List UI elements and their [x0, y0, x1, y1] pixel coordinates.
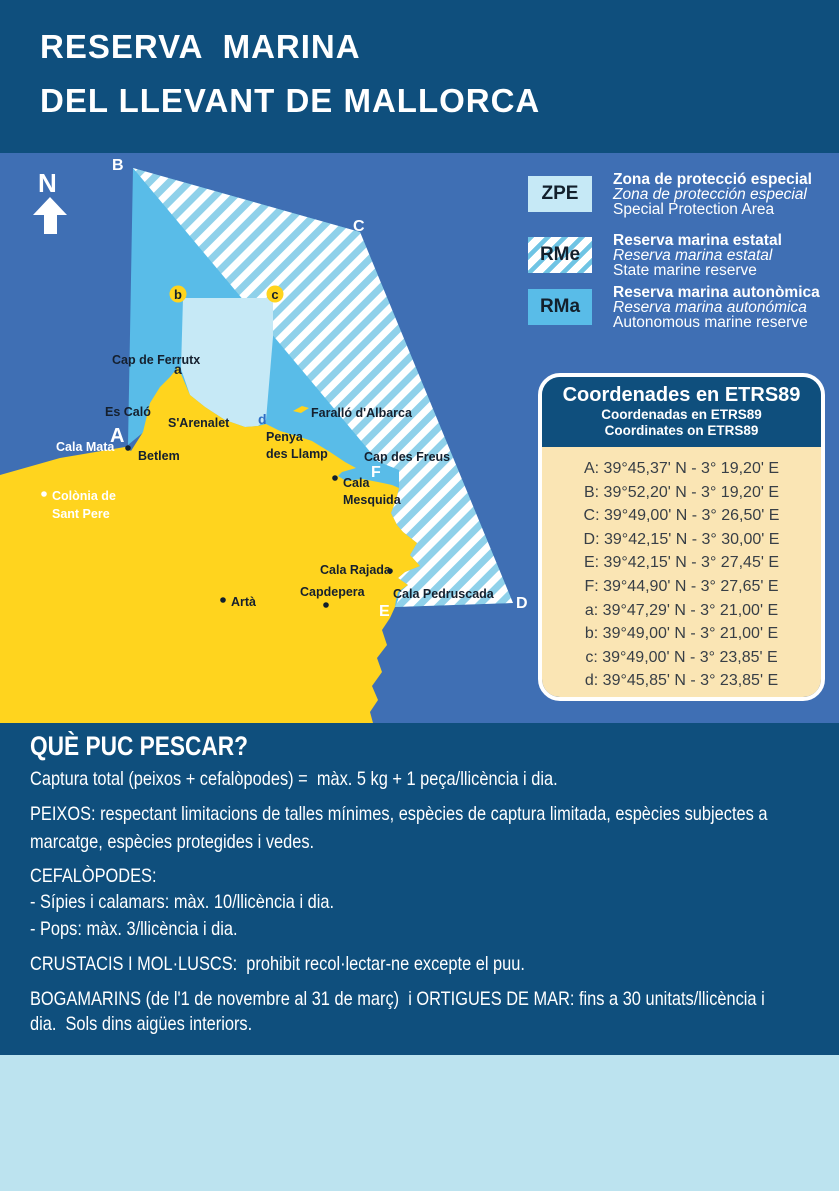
label-cala-rajada: Cala Rajada	[320, 563, 392, 577]
label-farallo: Faralló d'Albarca	[311, 406, 413, 420]
farallo-islet	[293, 406, 309, 413]
rme-code: RMe	[539, 244, 581, 265]
cefalopodes-item1: - Sípies i calamars: màx. 10/llicència i…	[30, 891, 335, 913]
coordinate-row: b: 39°49,00' N - 3° 21,00' E	[584, 625, 779, 643]
label-penya-line2: des Llamp	[266, 447, 328, 461]
zpe-name-en: Special Protection Area	[613, 201, 775, 218]
label-s-arenalet: S'Arenalet	[168, 416, 230, 430]
crustacis-line: CRUSTACIS I MOL·LUSCS: prohibit recol·le…	[30, 953, 525, 975]
rme-hatched-zone	[133, 168, 513, 607]
point-C-label: C	[353, 218, 365, 235]
north-arrow-icon: N	[33, 168, 67, 234]
label-cala-mesquida-line2: Mesquida	[343, 493, 402, 507]
coordinate-row: F: 39°44,90' N - 3° 27,65' E	[584, 577, 779, 595]
label-cala-mata: Cala Mata	[56, 440, 115, 454]
cefalopodes-item2: - Pops: màx. 3/llicència i dia.	[30, 918, 238, 940]
rma-swatch: RMa	[528, 289, 592, 325]
bogamarins-line1: BOGAMARINS (de l'1 de novembre al 31 de …	[30, 988, 765, 1010]
point-c-marker	[266, 285, 284, 303]
coordinate-row: B: 39°52,20' N - 3° 19,20' E	[583, 483, 780, 501]
map-legend: ZPE Zona de protecció especial Zona de p…	[528, 172, 833, 361]
coordinates-subtitle-en: Coordinates on ETRS89	[604, 423, 759, 438]
poster-title-line2: DEL LLEVANT DE MALLORCA	[40, 82, 541, 119]
peixos-line2: marcatge, espècies protegides i vedes.	[30, 831, 315, 853]
point-d-label: d	[258, 411, 267, 427]
coordinate-row: d: 39°45,85' N - 3° 23,85' E	[584, 672, 779, 690]
zpe-name-es: Zona de protección especial	[613, 186, 807, 203]
coordinates-panel: Coordenades en ETRS89 Coordenadas en ETR…	[538, 373, 825, 701]
cala-rajada-dot	[387, 568, 393, 574]
rma-name-es: Reserva marina autonómica	[613, 299, 807, 316]
label-betlem: Betlem	[138, 449, 180, 463]
point-E-label: E	[379, 603, 390, 620]
arta-dot	[220, 597, 226, 603]
coordinate-row: D: 39°42,15' N - 3° 30,00' E	[583, 530, 780, 548]
zpe-code: ZPE	[541, 183, 579, 204]
label-colonia-line1: Colònia de	[52, 489, 116, 503]
coordinates-title: Coordenades en ETRS89	[562, 384, 801, 406]
rma-code: RMa	[539, 296, 581, 317]
label-penya-line1: Penya	[266, 430, 304, 444]
fishing-intro: Captura total (peixos + cefalòpodes) = m…	[30, 768, 558, 790]
label-cala-pedruscada: Cala Pedruscada	[393, 587, 495, 601]
coordinates-list: A: 39°45,37' N - 3° 19,20' E B: 39°52,20…	[542, 447, 821, 697]
land-area	[0, 367, 420, 723]
legend-item-rme: RMe Reserva marina estatal Reserva marin…	[528, 233, 833, 287]
point-a-label: a	[174, 361, 182, 377]
point-D-label: D	[516, 595, 528, 612]
label-cala-mesquida-line1: Cala	[343, 476, 370, 490]
point-c-label: c	[271, 287, 278, 302]
poster-title-line1: RESERVA MARINA	[40, 28, 361, 65]
label-cap-de-ferrutx: Cap de Ferrutx	[112, 353, 200, 367]
rme-name-es: Reserva marina estatal	[613, 247, 773, 264]
coordinate-row: A: 39°45,37' N - 3° 19,20' E	[583, 460, 780, 477]
fishing-rules-content: QUÈ PUC PESCAR? Captura total (peixos + …	[30, 723, 839, 1055]
fishing-rules-section: QUÈ PUC PESCAR? Captura total (peixos + …	[0, 723, 839, 1055]
zpe-name-ca: Zona de protecció especial	[613, 171, 812, 188]
coordinate-row: C: 39°49,00' N - 3° 26,50' E	[583, 507, 780, 525]
zpe-zone	[181, 298, 273, 427]
coordinates-subtitle-es: Coordenadas en ETRS89	[601, 407, 762, 422]
peixos-line1: PEIXOS: respectant limitacions de talles…	[30, 803, 768, 825]
point-b-marker	[169, 285, 187, 303]
point-b-label: b	[174, 287, 182, 302]
rma-text: Reserva marina autonòmica Reserva marina…	[613, 284, 820, 331]
label-colonia-line2: Sant Pere	[52, 507, 110, 521]
bogamarins-line2: dia. Sols dins aigües interiors.	[30, 1013, 253, 1035]
colonia-dot	[41, 491, 47, 497]
cap-des-freus-cove	[362, 455, 399, 488]
cefalopodes-heading: CEFALÒPODES:	[30, 865, 157, 887]
point-F-label: F	[371, 464, 381, 481]
point-B-label: B	[112, 157, 124, 174]
capdepera-dot	[323, 602, 329, 608]
rma-name-ca: Reserva marina autonòmica	[613, 284, 820, 301]
north-label: N	[38, 168, 57, 198]
betlem-dot	[125, 445, 131, 451]
coordinate-row: c: 39°49,00' N - 3° 23,85' E	[585, 648, 778, 666]
rme-name-ca: Reserva marina estatal	[613, 232, 782, 249]
cala-mesquida-dot	[332, 475, 338, 481]
label-capdepera: Capdepera	[300, 585, 366, 599]
footer: G CONSELLERIA O MEDI AMBIENT, I AGRICULT…	[0, 1055, 839, 1191]
zpe-text: Zona de protecció especial Zona de prote…	[613, 171, 812, 218]
rma-name-en: Autonomous marine reserve	[613, 314, 808, 331]
rme-swatch: RMe	[528, 237, 592, 273]
rme-text: Reserva marina estatal Reserva marina es…	[613, 232, 782, 279]
label-cap-des-freus: Cap des Freus	[364, 450, 450, 464]
legend-item-rma: RMa Reserva marina autonòmica Reserva ma…	[528, 285, 833, 339]
header: RESERVA MARINA DEL LLEVANT DE MALLORCA	[0, 0, 839, 153]
fishing-heading: QUÈ PUC PESCAR?	[30, 731, 249, 761]
label-es-calo: Es Caló	[105, 405, 151, 419]
coordinate-row: E: 39°42,15' N - 3° 27,45' E	[583, 554, 780, 572]
point-A-label: A	[110, 425, 124, 447]
label-arta: Artà	[231, 595, 256, 609]
legend-item-zpe: ZPE Zona de protecció especial Zona de p…	[528, 172, 833, 226]
zpe-swatch: ZPE	[528, 176, 592, 212]
coordinates-header: Coordenades en ETRS89 Coordenadas en ETR…	[542, 377, 821, 447]
rme-name-en: State marine reserve	[613, 262, 757, 279]
coordinate-row: a: 39°47,29' N - 3° 21,00' E	[584, 601, 779, 619]
